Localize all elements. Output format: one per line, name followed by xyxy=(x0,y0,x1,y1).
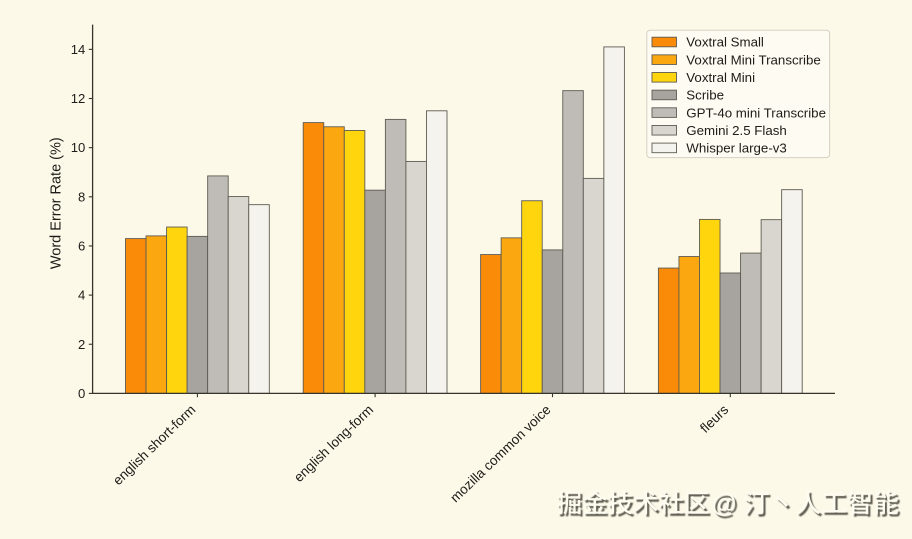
svg-text:@: @ xyxy=(714,493,739,521)
svg-text:14: 14 xyxy=(71,42,86,57)
svg-text:Voxtral Mini: Voxtral Mini xyxy=(686,70,755,85)
svg-text:Scribe: Scribe xyxy=(686,88,724,103)
svg-text:2: 2 xyxy=(78,337,85,352)
svg-text:Voxtral Small: Voxtral Small xyxy=(686,35,764,50)
svg-text:0: 0 xyxy=(78,386,85,401)
svg-text:12: 12 xyxy=(71,91,86,106)
svg-text:GPT-4o mini Transcribe: GPT-4o mini Transcribe xyxy=(686,105,826,120)
svg-text:Whisper large-v3: Whisper large-v3 xyxy=(686,141,787,156)
svg-text:6: 6 xyxy=(78,239,85,254)
svg-text:4: 4 xyxy=(78,288,85,303)
svg-text:Voxtral Mini Transcribe: Voxtral Mini Transcribe xyxy=(686,52,821,67)
svg-text:Gemini 2.5 Flash: Gemini 2.5 Flash xyxy=(686,123,787,138)
svg-text:10: 10 xyxy=(71,140,86,155)
svg-text:Word Error Rate (%): Word Error Rate (%) xyxy=(49,137,65,269)
svg-text:8: 8 xyxy=(78,189,85,204)
svg-text:@: @ xyxy=(712,490,737,518)
